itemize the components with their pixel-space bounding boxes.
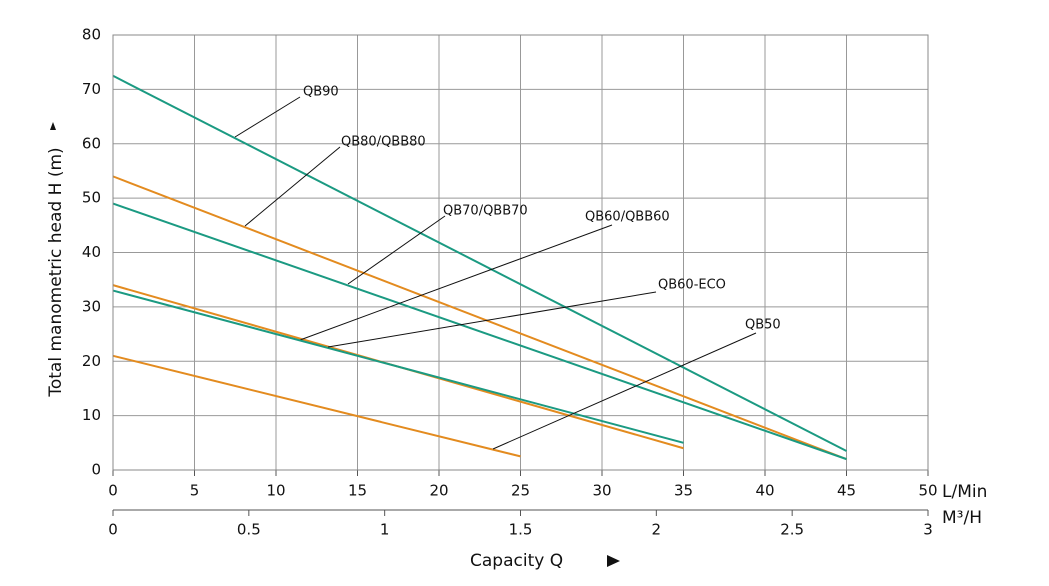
series-label: QB60/QBB60	[585, 210, 670, 225]
x-arrow	[607, 555, 620, 567]
y-tick-label: 40	[82, 243, 101, 261]
x2-tick-label: 1.5	[509, 521, 533, 539]
series-label: QB80/QBB80	[341, 135, 426, 150]
y-tick-label: 50	[82, 189, 101, 207]
x-tick-label: 30	[592, 482, 611, 500]
y-tick-label: 0	[91, 461, 101, 479]
series-line	[112, 289, 684, 444]
series-label: QB60-ECO	[658, 278, 726, 293]
x2-tick-label: 2.5	[780, 521, 804, 539]
plot-frame	[112, 34, 929, 471]
leader-line	[327, 291, 657, 348]
series-label: QB90	[303, 85, 339, 100]
x-tick-label: 0	[108, 482, 118, 500]
x-tick-label: 25	[511, 482, 530, 500]
x-tick-label: 40	[755, 482, 774, 500]
y-tick-label: 80	[82, 26, 101, 44]
leader-line	[347, 215, 446, 285]
series-line	[112, 202, 847, 461]
x2-unit: M³/H	[942, 508, 982, 528]
x-tick-label: 50	[918, 482, 937, 500]
y-axis-label: Total manometric head H (m)	[46, 147, 66, 397]
y-arrow	[50, 122, 56, 130]
y-tick-label: 10	[82, 406, 101, 424]
leader-line	[492, 332, 757, 450]
leader-line	[244, 146, 341, 227]
x-tick-label: 15	[348, 482, 367, 500]
x2-tick-label: 0	[108, 521, 118, 539]
y-tick-label: 30	[82, 297, 101, 315]
x-tick-label: 45	[837, 482, 856, 500]
leader-line	[299, 224, 613, 341]
x-tick-label: 20	[429, 482, 448, 500]
series-line	[112, 175, 847, 461]
series-label: QB70/QBB70	[443, 204, 528, 219]
y-tick-label: 60	[82, 134, 101, 152]
series-line	[112, 74, 847, 452]
x-tick-label: 35	[674, 482, 693, 500]
x-unit: L/Min	[942, 482, 987, 502]
x2-tick-label: 2	[652, 521, 662, 539]
y-tick-label: 70	[82, 80, 101, 98]
x-tick-label: 10	[266, 482, 285, 500]
x2-tick-label: 0.5	[237, 521, 261, 539]
series-line	[112, 354, 521, 458]
x2-tick-label: 1	[380, 521, 390, 539]
x-axis-label: Capacity Q	[470, 551, 563, 571]
y-tick-label: 20	[82, 352, 101, 370]
leader-line	[234, 96, 301, 138]
x-tick-label: 5	[190, 482, 200, 500]
series-label: QB50	[745, 318, 781, 333]
x2-tick-label: 3	[923, 521, 933, 539]
